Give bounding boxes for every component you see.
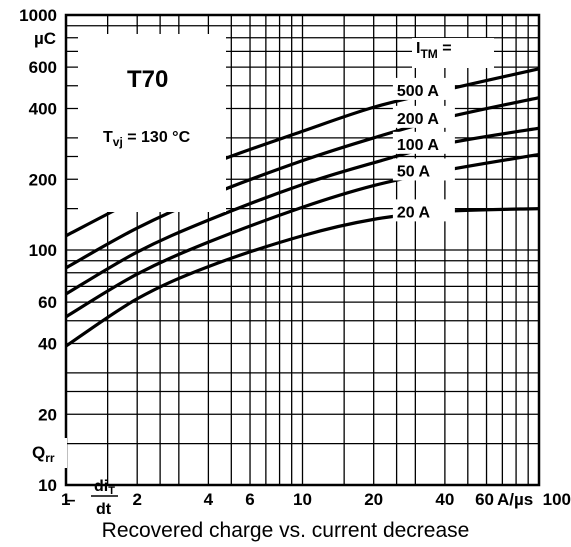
series-label-2: 100 A [397,137,440,154]
y-tick-label: 400 [29,100,57,119]
series-label-bg [392,158,455,181]
y-tick-label: 100 [29,241,57,260]
series-labels: 500 A 200 A 100 A 50 A 20 A [392,77,455,222]
x-tick-label: 1 [61,490,70,509]
series-label-bg [392,131,455,154]
x-tick-label: 6 [245,490,254,509]
svg-text:dt: dt [96,501,112,518]
series-label-bg [392,105,455,128]
x-tick-label: 10 [293,490,312,509]
y-tick-labels: 10 20 40 60 100 200 400 600 1000 [19,6,57,495]
x-tick-labels: 1 2 4 6 10 20 40 60 100 [61,490,571,509]
temperature-condition: Tvj = 130 °C [103,129,191,149]
y-tick-label: 200 [29,170,57,189]
legend-box [412,38,494,68]
y-tick-label: 1000 [19,6,57,25]
x-tick-label: 60 [475,490,494,509]
title-box [78,34,226,212]
y-tick-label: 60 [38,293,57,312]
x-tick-label: 100 [543,490,571,509]
x-axis-unit: A/µs [497,490,533,509]
series-label-bg [392,77,455,100]
x-axis-title: Recovered charge vs. current decrease [101,519,470,542]
x-tick-label: 2 [132,490,141,509]
svg-text:diT: diT [94,478,115,497]
series-label-0: 500 A [397,83,440,100]
y-tick-label: 20 [38,405,57,424]
x-tick-label: 20 [364,490,383,509]
plot-border [64,13,541,487]
series-label-1: 200 A [397,111,440,128]
y-tick-label: 10 [38,476,57,495]
series-label-bg [392,199,455,222]
plot-frame [64,13,541,487]
chart-title: T70 [127,66,168,93]
y-axis-unit: µC [34,29,56,48]
svg-text:–: – [66,490,75,509]
series-label-4: 20 A [397,204,431,221]
x-tick-label: 40 [435,490,454,509]
series-label-3: 50 A [397,163,431,180]
y-tick-label: 600 [29,58,57,77]
y-tick-label: 40 [38,335,57,354]
x-tick-label: 4 [204,490,214,509]
x-axis-symbol: – diT dt [66,478,118,518]
